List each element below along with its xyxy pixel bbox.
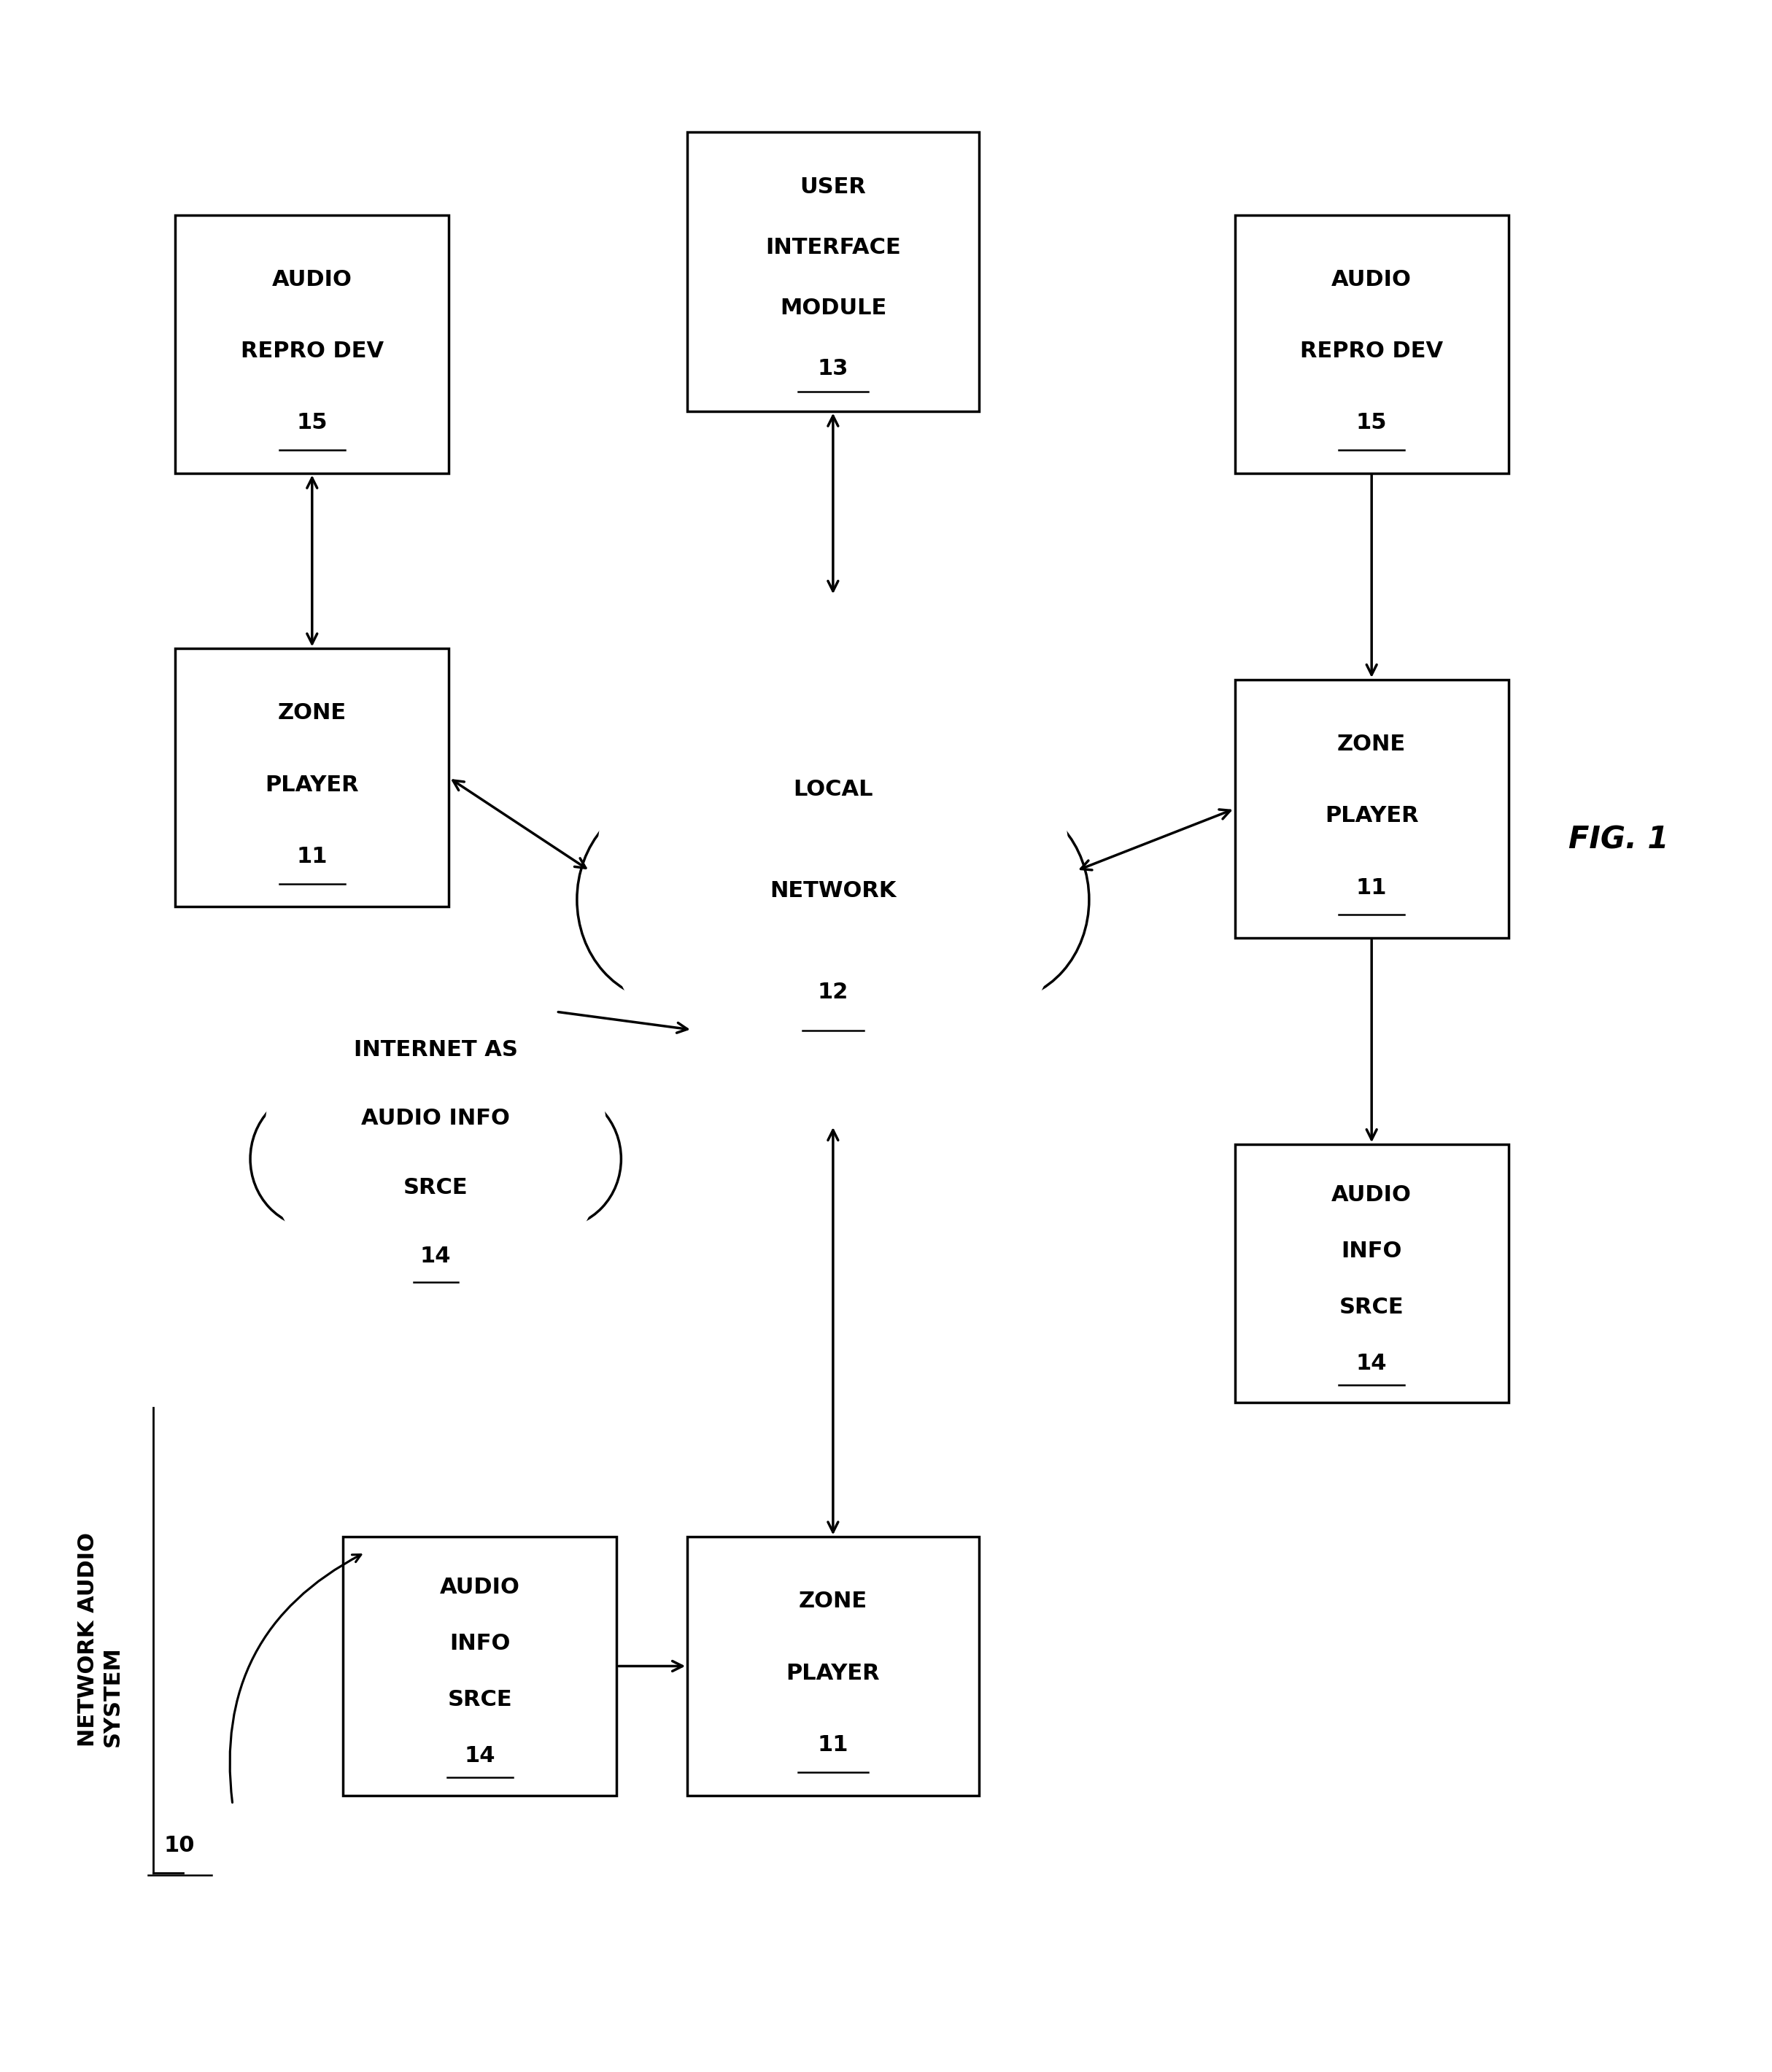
Bar <box>175 649 448 908</box>
Text: REPRO DEV: REPRO DEV <box>1301 340 1442 363</box>
Text: ZONE: ZONE <box>1338 733 1405 754</box>
Text: FIG. 1: FIG. 1 <box>1568 825 1669 856</box>
Ellipse shape <box>429 1038 585 1202</box>
Text: PLAYER: PLAYER <box>787 1662 881 1685</box>
Ellipse shape <box>264 968 608 1312</box>
Ellipse shape <box>595 617 1070 1123</box>
Ellipse shape <box>491 1090 622 1227</box>
Text: 10: 10 <box>165 1836 195 1857</box>
Ellipse shape <box>370 1150 500 1278</box>
Bar <box>175 215 448 472</box>
Ellipse shape <box>578 798 757 1001</box>
Ellipse shape <box>250 1090 379 1227</box>
Text: AUDIO INFO: AUDIO INFO <box>361 1109 510 1129</box>
Text: LOCAL: LOCAL <box>794 779 874 800</box>
Text: AUDIO: AUDIO <box>1331 1185 1412 1206</box>
Ellipse shape <box>822 721 1038 963</box>
Ellipse shape <box>416 1119 565 1268</box>
Ellipse shape <box>307 1119 454 1268</box>
Text: 15: 15 <box>1356 412 1387 433</box>
Text: INFO: INFO <box>450 1633 510 1653</box>
Text: AUDIO: AUDIO <box>439 1577 519 1598</box>
Ellipse shape <box>287 1038 443 1202</box>
Text: INFO: INFO <box>1341 1241 1402 1262</box>
Text: MODULE: MODULE <box>780 298 886 319</box>
Text: AUDIO: AUDIO <box>1331 269 1412 290</box>
Text: 14: 14 <box>1356 1353 1387 1374</box>
Text: SRCE: SRCE <box>404 1177 468 1198</box>
Ellipse shape <box>744 885 923 1075</box>
Text: PLAYER: PLAYER <box>266 775 360 796</box>
Bar <box>344 1537 617 1794</box>
Ellipse shape <box>700 634 966 934</box>
Bar <box>688 133 978 410</box>
Ellipse shape <box>654 841 859 1061</box>
Ellipse shape <box>338 978 532 1183</box>
Text: INTERNET AS: INTERNET AS <box>354 1040 517 1061</box>
Text: 11: 11 <box>1356 876 1387 899</box>
Text: 13: 13 <box>817 358 849 379</box>
Text: NETWORK: NETWORK <box>769 881 897 901</box>
Text: 14: 14 <box>464 1745 496 1767</box>
Text: USER: USER <box>799 176 867 197</box>
Text: ZONE: ZONE <box>799 1591 867 1612</box>
Text: 12: 12 <box>817 982 849 1003</box>
Ellipse shape <box>629 721 843 963</box>
Text: PLAYER: PLAYER <box>1325 806 1419 827</box>
Text: 15: 15 <box>296 412 328 433</box>
Bar <box>1235 215 1508 472</box>
Bar <box>1235 680 1508 939</box>
Ellipse shape <box>909 798 1090 1001</box>
Text: 11: 11 <box>296 845 328 868</box>
Bar <box>1235 1144 1508 1403</box>
Ellipse shape <box>808 841 1012 1061</box>
Text: NETWORK AUDIO
SYSTEM: NETWORK AUDIO SYSTEM <box>78 1531 122 1747</box>
Text: SRCE: SRCE <box>1340 1297 1403 1318</box>
Text: AUDIO: AUDIO <box>271 269 353 290</box>
Text: REPRO DEV: REPRO DEV <box>241 340 383 363</box>
Text: SRCE: SRCE <box>448 1689 512 1709</box>
Bar <box>688 1537 978 1794</box>
Text: 11: 11 <box>817 1734 849 1755</box>
Text: 14: 14 <box>420 1245 452 1266</box>
Text: ZONE: ZONE <box>278 702 346 723</box>
Text: INTERFACE: INTERFACE <box>766 236 900 257</box>
